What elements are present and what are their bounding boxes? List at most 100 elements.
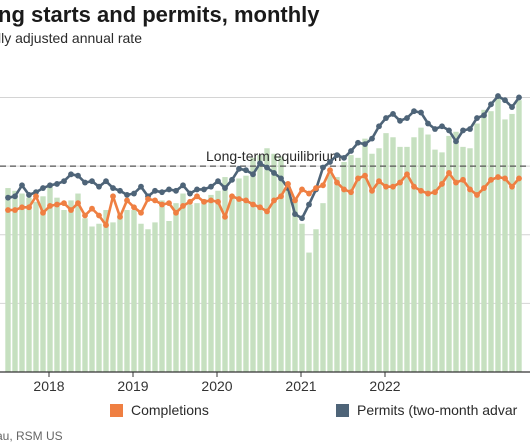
completions-point (502, 175, 508, 182)
starts-bar (404, 146, 410, 372)
starts-bar (250, 157, 256, 372)
starts-bar (110, 222, 116, 372)
starts-bar (82, 218, 88, 372)
permits-point (117, 187, 123, 194)
completions-point (124, 197, 130, 204)
completions-point (61, 200, 67, 207)
x-tick-label: 2022 (369, 378, 400, 394)
legend: Completions Permits (two-month advar (0, 402, 530, 420)
permits-point (306, 201, 312, 208)
starts-bar (19, 193, 25, 372)
completions-point (313, 185, 319, 191)
x-tick-label: 2019 (117, 378, 148, 394)
completions-point (229, 193, 235, 200)
starts-bar (306, 252, 312, 372)
starts-bar (243, 175, 249, 372)
completions-point (215, 198, 221, 205)
completions-point (481, 185, 487, 191)
permits-point (19, 182, 25, 189)
completions-point (82, 212, 88, 219)
permits-point (488, 101, 494, 108)
permits-point (362, 141, 368, 148)
permits-point (439, 123, 445, 130)
completions-point (355, 175, 361, 182)
permits-point (75, 172, 81, 179)
permits-point (40, 185, 46, 191)
starts-bar (327, 174, 333, 372)
starts-bar (26, 197, 32, 372)
permits-point (250, 171, 256, 178)
permits-point (467, 126, 473, 132)
starts-bar (103, 210, 109, 372)
permits-point (5, 194, 11, 201)
permits-point (166, 186, 172, 193)
permits-point (292, 211, 298, 218)
completions-point (327, 167, 333, 174)
permits-point (187, 190, 193, 197)
completions-point (19, 204, 25, 211)
permits-point (418, 109, 424, 116)
starts-bar (292, 197, 298, 372)
permits-point (47, 182, 53, 189)
starts-bar (68, 200, 74, 372)
completions-point (446, 170, 452, 176)
legend-label-completions: Completions (131, 402, 209, 418)
starts-bar (54, 197, 60, 372)
completions-point (201, 198, 207, 205)
legend-item-completions: Completions (110, 402, 209, 418)
permits-point (33, 189, 39, 196)
completions-point (362, 172, 368, 179)
permits-swatch (336, 403, 349, 417)
starts-bar (278, 156, 284, 372)
starts-bar (187, 204, 193, 372)
completions-point (40, 209, 46, 216)
starts-bar (432, 149, 438, 372)
permits-point (124, 192, 130, 198)
starts-bar (313, 229, 319, 372)
starts-bar (467, 148, 473, 372)
permits-point (327, 159, 333, 165)
completions-point (75, 200, 81, 207)
starts-bar (257, 155, 263, 372)
starts-bar (236, 178, 242, 372)
completions-point (96, 212, 102, 219)
starts-bar (124, 210, 130, 372)
permits-point (96, 183, 102, 190)
completions-point (187, 198, 193, 205)
starts-bar (33, 201, 39, 372)
permits-point (425, 120, 431, 127)
starts-bar (47, 183, 53, 372)
starts-bar (334, 177, 340, 372)
completions-point (467, 186, 473, 193)
permits-point (278, 175, 284, 182)
starts-bar (516, 100, 522, 372)
completions-point (68, 207, 74, 213)
permits-point (495, 93, 501, 99)
starts-bar (509, 113, 515, 372)
starts-bar (96, 223, 102, 372)
long-term-equilibrium-label: Long-term equilibrium (206, 148, 341, 164)
starts-bar (411, 137, 417, 372)
permits-point (103, 178, 109, 185)
starts-bar (355, 157, 361, 372)
permits-point (229, 176, 235, 183)
permits-point (516, 94, 522, 101)
completions-point (222, 213, 228, 220)
permits-point (481, 112, 487, 119)
permits-point (271, 170, 277, 176)
starts-bar (264, 148, 270, 372)
completions-point (33, 193, 39, 200)
permits-point (215, 178, 221, 185)
starts-bar (89, 226, 95, 372)
permits-point (12, 193, 18, 200)
completions-point (257, 204, 263, 211)
chart-title: ng starts and permits, monthly (0, 2, 320, 27)
permits-point (369, 135, 375, 142)
permits-point (26, 192, 32, 198)
completions-point (138, 209, 144, 216)
permits-point (264, 164, 270, 171)
permits-point (446, 127, 452, 134)
completions-point (208, 197, 214, 204)
permits-point (502, 97, 508, 104)
